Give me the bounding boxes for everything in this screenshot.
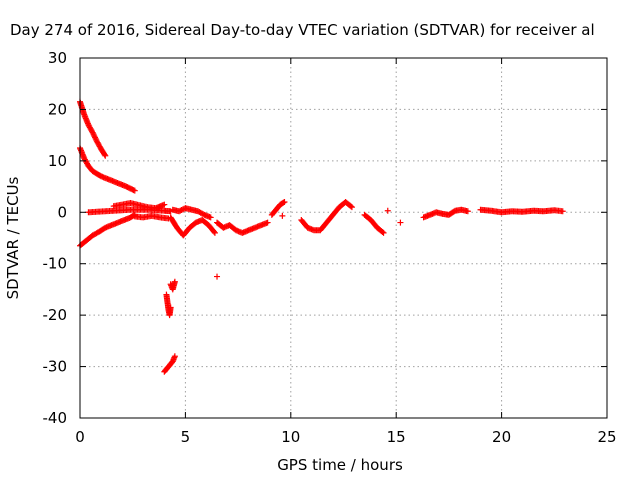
x-tick-label: 10 <box>281 428 300 446</box>
data-point <box>380 229 387 236</box>
data-point <box>347 203 354 210</box>
data-point <box>102 152 109 159</box>
x-axis-ticks: 0 5 10 15 20 25 <box>75 58 617 446</box>
x-tick-label: 15 <box>387 428 406 446</box>
data-point <box>171 278 178 285</box>
data-point <box>167 304 174 311</box>
data-point <box>384 207 391 214</box>
data-point <box>559 208 566 215</box>
grid-lines <box>80 58 607 418</box>
x-tick-label: 0 <box>75 428 85 446</box>
y-tick-label: 30 <box>48 49 67 67</box>
data-point <box>211 228 218 235</box>
data-point <box>348 204 355 211</box>
x-tick-label: 25 <box>597 428 616 446</box>
y-axis-ticks: -40 -30 -20 -10 0 10 20 30 <box>43 49 607 427</box>
data-point <box>281 199 288 205</box>
x-axis-label: GPS time / hours <box>277 456 403 474</box>
y-tick-label: -20 <box>43 306 68 324</box>
data-point <box>101 151 108 158</box>
y-tick-label: 10 <box>48 152 67 170</box>
y-tick-label: -30 <box>43 358 68 376</box>
data-point <box>397 219 404 226</box>
data-point <box>207 214 214 221</box>
chart-title: Day 274 of 2016, Sidereal Day-to-day VTE… <box>10 21 595 39</box>
data-point <box>264 219 271 226</box>
data-point <box>211 229 218 236</box>
y-tick-label: -10 <box>43 255 68 273</box>
data-point <box>280 199 287 206</box>
plot-frame <box>79 57 608 419</box>
data-point <box>161 201 168 208</box>
data-point <box>379 229 386 235</box>
y-axis-label: SDTVAR / TECUs <box>4 176 22 299</box>
data-point <box>464 208 471 215</box>
y-tick-label: -40 <box>43 409 68 427</box>
data-point <box>279 212 286 219</box>
x-tick-label: 5 <box>181 428 191 446</box>
data-point <box>131 187 138 194</box>
data-point <box>171 353 178 360</box>
x-tick-label: 20 <box>492 428 511 446</box>
y-tick-label: 20 <box>48 100 67 118</box>
data-point <box>214 273 221 280</box>
data-points <box>77 98 566 375</box>
y-tick-label: 0 <box>57 203 67 221</box>
